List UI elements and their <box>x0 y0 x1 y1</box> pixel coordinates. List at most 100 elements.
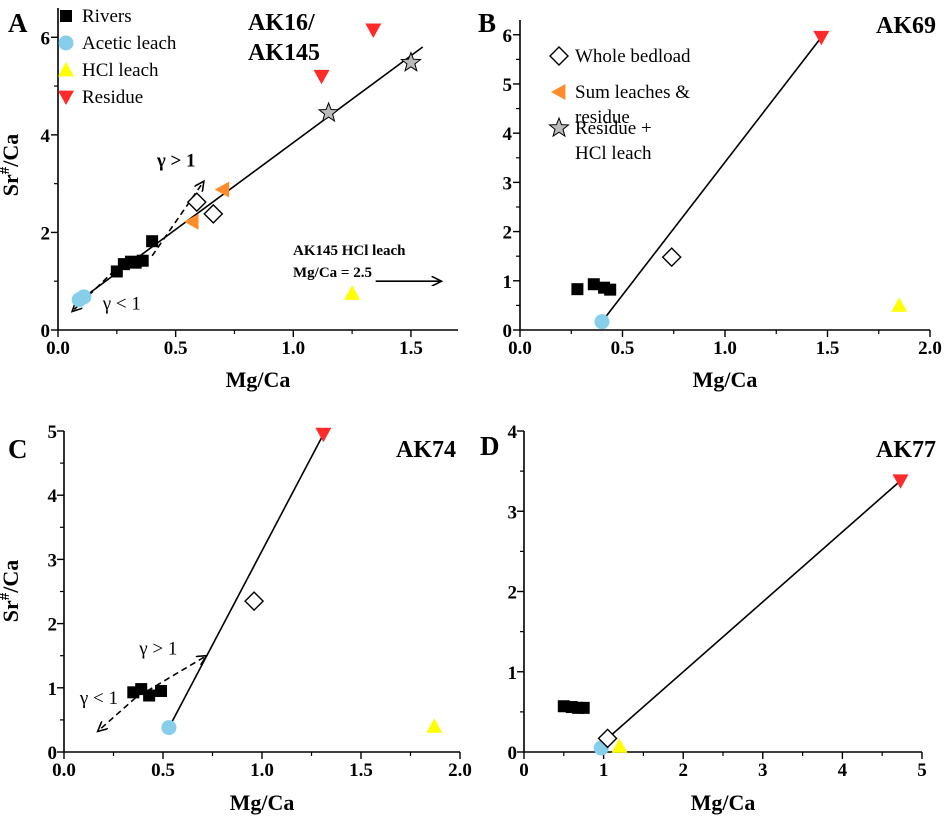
x-tick-label: 3 <box>758 760 768 781</box>
gamma-label: γ > 1 <box>156 151 196 172</box>
y-tick-label: 3 <box>503 173 513 194</box>
point-square <box>604 283 617 296</box>
point-diamond <box>661 247 682 268</box>
point-triangle-down <box>365 23 382 38</box>
mixing-line <box>601 36 822 323</box>
panel-title: AK145 <box>248 40 320 66</box>
point-star <box>400 51 422 72</box>
point-triangle-left <box>214 181 230 198</box>
x-axis-label: Mg/Ca <box>691 790 756 815</box>
y-tick-label: 0 <box>41 321 51 342</box>
legend-entry: HCl leach <box>82 60 159 81</box>
panel-letter: C <box>8 434 28 464</box>
y-tick-label: 4 <box>503 124 513 145</box>
panel-d: 0 1 2 3 4 5 0 1 2 3 4 Mg/Ca D AK77 <box>480 422 936 815</box>
point-triangle-left <box>184 213 199 230</box>
point-square <box>143 689 156 702</box>
x-tick-label: 1.0 <box>281 338 305 359</box>
y-tick-label: 3 <box>48 550 58 571</box>
point-triangle-up <box>426 718 443 733</box>
x-tick-label: 0.5 <box>164 338 188 359</box>
y-tick-label: 2 <box>48 615 58 636</box>
x-tick-label: 2.0 <box>918 338 942 359</box>
panel-title: AK16/ <box>248 10 315 36</box>
legend-entry: Residue + <box>575 118 652 139</box>
point-triangle-down <box>315 427 332 443</box>
panel-letter: A <box>8 8 28 38</box>
mixing-line <box>607 480 902 739</box>
y-tick-label: 4 <box>508 422 518 443</box>
gamma-arrow <box>151 181 204 257</box>
x-tick-label: 1.5 <box>349 760 373 781</box>
x-tick-label: 1.0 <box>713 338 737 359</box>
x-tick-label: 1.5 <box>399 338 423 359</box>
y-axis-label: Sr#/Ca <box>0 560 23 623</box>
x-tick-label: 0.5 <box>151 760 175 781</box>
legend-marker <box>58 90 74 105</box>
point-star <box>317 101 340 123</box>
x-tick-label: 0.0 <box>46 338 70 359</box>
point-circle <box>76 289 92 305</box>
point-triangle-down <box>813 30 830 46</box>
point-circle <box>161 720 177 736</box>
legend-marker <box>58 62 74 77</box>
legend-entry: Acetic leach <box>82 33 177 54</box>
y-tick-label: 6 <box>503 26 513 47</box>
point-triangle-up <box>891 297 908 312</box>
legend-entry: Sum leaches & <box>575 82 690 103</box>
point-diamond <box>244 591 265 612</box>
y-tick-label: 3 <box>508 502 518 523</box>
gamma-label: γ > 1 <box>138 638 177 659</box>
y-tick-label: 1 <box>48 679 58 700</box>
legend-entry: Rivers <box>82 6 132 27</box>
point-triangle-down <box>313 69 330 85</box>
legend-marker <box>548 116 570 138</box>
x-axis-label: Mg/Ca <box>693 367 758 392</box>
point-square <box>577 701 590 714</box>
point-triangle-up <box>344 285 361 300</box>
x-tick-label: 2 <box>678 760 688 781</box>
legend-entry-cont: residue <box>575 107 630 128</box>
y-tick-label: 5 <box>503 75 513 96</box>
x-tick-label: 5 <box>917 760 927 781</box>
legend-entry: Whole bedload <box>575 46 691 67</box>
y-tick-label: 1 <box>503 272 513 293</box>
point-diamond <box>186 192 207 213</box>
panel-title: AK77 <box>876 437 936 463</box>
y-tick-label: 4 <box>48 486 58 507</box>
y-tick-label: 0 <box>503 321 513 342</box>
y-axis-label: Sr#/Ca <box>0 134 23 197</box>
axes-frame <box>63 431 460 753</box>
panel-letter: D <box>480 431 500 461</box>
y-tick-label: 0 <box>48 743 58 764</box>
y-tick-label: 1 <box>508 663 518 684</box>
gamma-label: γ < 1 <box>79 688 118 709</box>
panel-a: 0.0 0.5 1.0 1.5 0 2 4 6 Mg/Ca Sr#/Ca A AK16/AK145 γ … <box>0 6 458 392</box>
point-triangle-up <box>611 738 628 753</box>
legend-entry-cont: HCl leach <box>575 143 652 164</box>
y-tick-label: 0 <box>508 743 518 764</box>
mixing-line <box>168 433 325 728</box>
point-square <box>146 235 159 248</box>
x-tick-label: 4 <box>838 760 848 781</box>
legend-marker <box>551 84 566 100</box>
panel-title: AK74 <box>396 437 456 463</box>
x-tick-label: 0.5 <box>611 338 635 359</box>
panel-title: AK69 <box>876 13 936 39</box>
y-tick-label: 6 <box>41 28 51 49</box>
point-square <box>587 278 600 291</box>
x-tick-label: 1.5 <box>816 338 840 359</box>
point-circle <box>594 314 610 330</box>
gamma-label: γ < 1 <box>102 294 141 315</box>
point-square <box>571 283 584 296</box>
y-tick-label: 2 <box>41 223 51 244</box>
panel-b: 0.0 0.5 1.0 1.5 2.0 0 1 2 3 4 5 6 Mg/Ca B AK69 Whole be… <box>478 8 942 392</box>
x-tick-label: 0.0 <box>52 760 76 781</box>
x-tick-label: 1.0 <box>250 760 274 781</box>
point-square <box>155 685 168 698</box>
point-diamond <box>203 203 224 224</box>
legend-marker <box>60 10 72 22</box>
legend-marker <box>58 35 74 51</box>
panel-c: 0.0 0.5 1.0 1.5 2.0 0 1 2 3 4 5 Mg/Ca Sr#/Ca C AK74 γ >… <box>0 422 472 815</box>
